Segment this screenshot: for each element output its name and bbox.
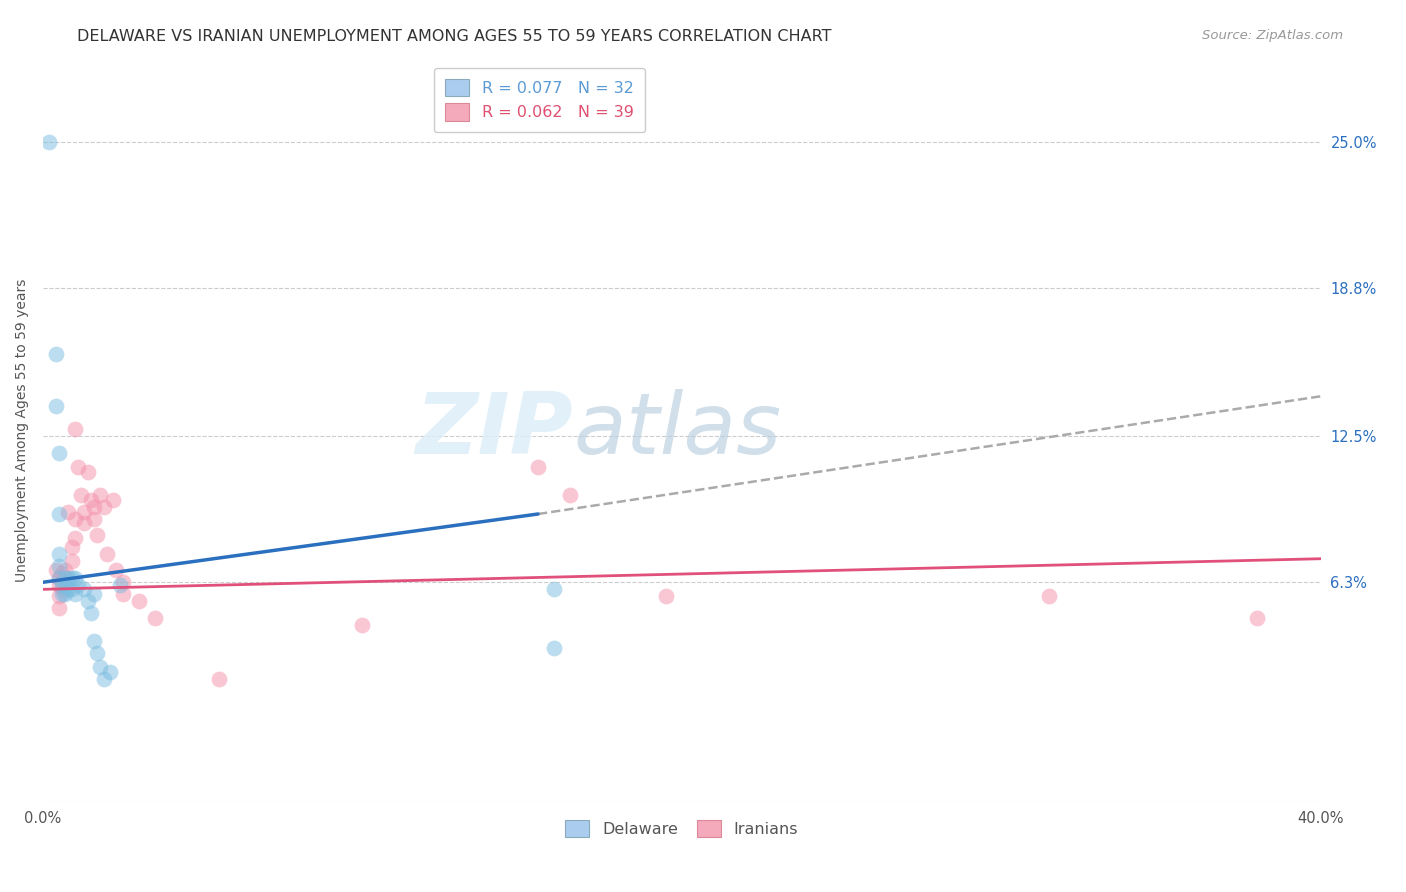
Point [48,446,70,460]
Text: DELAWARE VS IRANIAN UNEMPLOYMENT AMONG AGES 55 TO 59 YEARS CORRELATION CHART: DELAWARE VS IRANIAN UNEMPLOYMENT AMONG A… [77,29,832,44]
Point [45,399,67,413]
Point [60,540,83,554]
Point [83,500,105,514]
Point [51,587,73,601]
Point [98,665,121,679]
Point [80,492,103,507]
Point [48,507,70,521]
Point [53,577,76,591]
Point [48,577,70,591]
Point [60,582,83,597]
Point [558,488,581,502]
Point [96,547,118,561]
Point [48,570,70,584]
Point [73,582,96,597]
Point [89,660,111,674]
Point [66,577,89,591]
Point [89,488,111,502]
Point [63,587,86,601]
Point [60,554,83,568]
Point [45,564,67,578]
Point [51,582,73,597]
Point [1038,590,1060,604]
Text: Source: ZipAtlas.com: Source: ZipAtlas.com [1202,29,1343,42]
Point [111,587,134,601]
Point [63,531,86,545]
Legend: Delaware, Iranians: Delaware, Iranians [557,812,806,845]
Point [53,587,76,601]
Point [63,422,86,436]
Point [63,512,86,526]
Point [48,547,70,561]
Point [101,492,124,507]
Point [83,587,105,601]
Y-axis label: Unemployment Among Ages 55 to 59 years: Unemployment Among Ages 55 to 59 years [15,278,30,582]
Point [51,577,73,591]
Point [143,610,166,624]
Point [48,590,70,604]
Point [48,601,70,615]
Point [73,505,96,519]
Point [108,577,131,591]
Point [45,347,67,361]
Point [543,582,565,597]
Point [655,590,678,604]
Point [128,594,150,608]
Point [543,641,565,656]
Point [48,570,70,584]
Point [63,570,86,584]
Point [58,582,80,597]
Point [60,570,83,584]
Point [83,634,105,648]
Point [105,564,128,578]
Point [93,500,115,514]
Point [86,646,108,660]
Point [1246,610,1268,624]
Point [48,558,70,573]
Point [66,459,89,474]
Point [93,672,115,686]
Point [207,672,229,686]
Point [58,505,80,519]
Point [53,564,76,578]
Point [76,465,98,479]
Text: ZIP: ZIP [416,389,574,472]
Text: atlas: atlas [574,389,782,472]
Point [38,135,60,149]
Point [76,594,98,608]
Point [80,606,103,620]
Point [111,575,134,590]
Point [70,488,93,502]
Point [83,512,105,526]
Point [86,528,108,542]
Point [51,566,73,580]
Point [73,516,96,531]
Point [352,617,374,632]
Point [527,459,550,474]
Point [53,570,76,584]
Point [58,570,80,584]
